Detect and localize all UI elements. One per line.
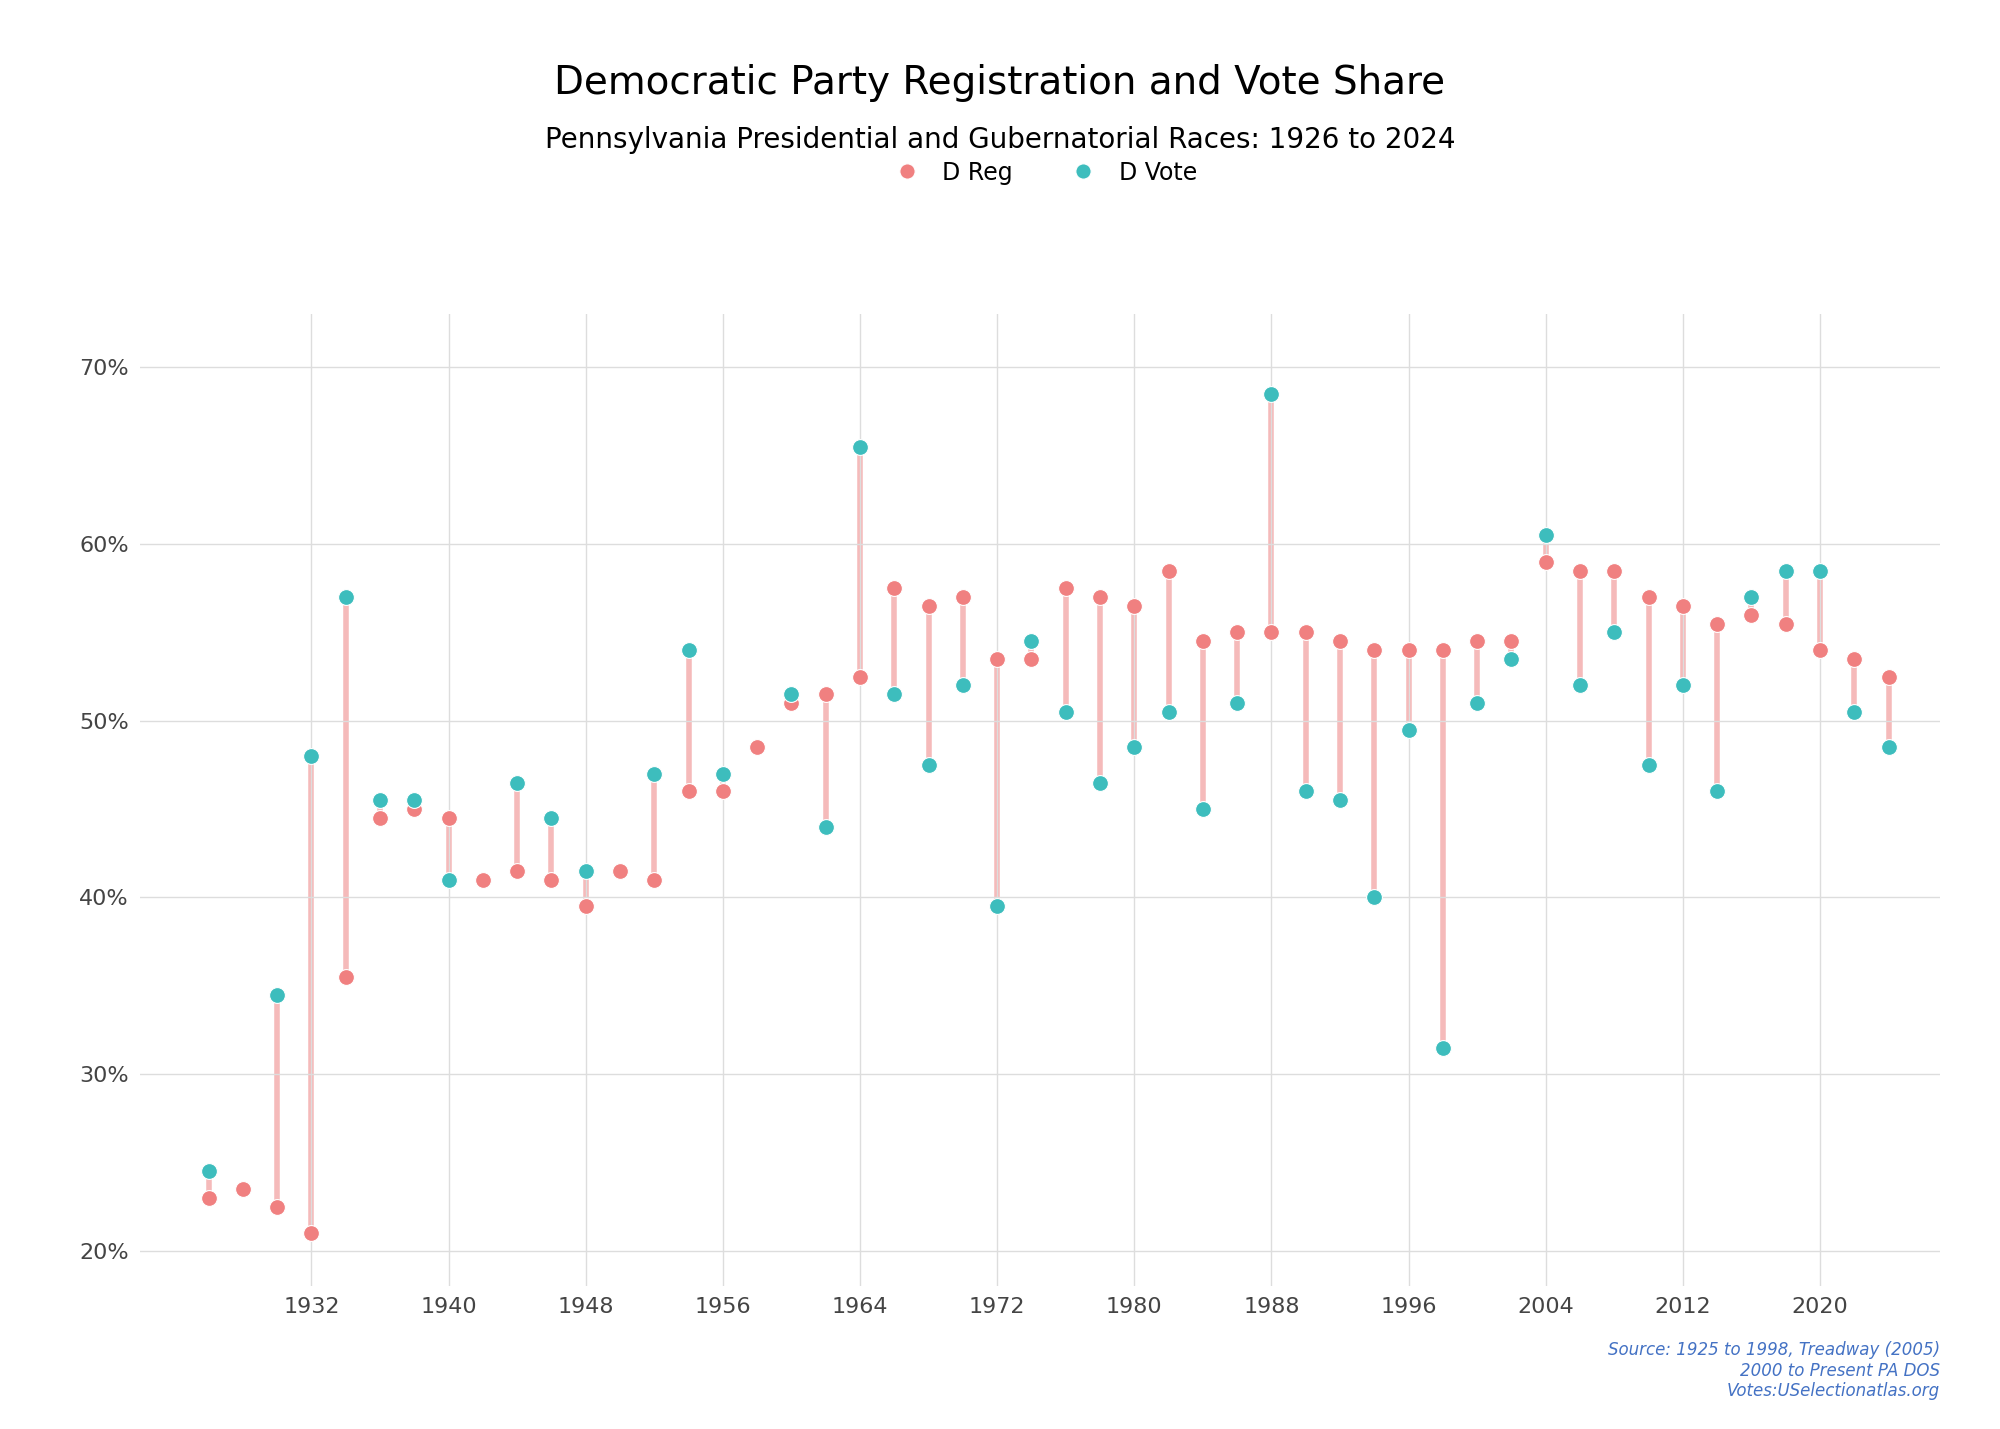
Point xyxy=(1564,559,1596,582)
Point xyxy=(672,780,704,803)
Point xyxy=(1702,780,1734,803)
Point xyxy=(742,736,774,759)
Point xyxy=(946,674,978,697)
Point xyxy=(1186,630,1218,653)
Point xyxy=(1358,639,1390,662)
Point xyxy=(1838,700,1870,723)
Point xyxy=(878,577,910,600)
Text: Source: 1925 to 1998, Treadway (2005)
2000 to Present PA DOS
Votes:USelectionatl: Source: 1925 to 1998, Treadway (2005) 20… xyxy=(1608,1340,1940,1400)
Point xyxy=(706,762,738,785)
Point xyxy=(1324,789,1356,812)
Point xyxy=(192,1160,224,1183)
Point xyxy=(1256,383,1288,406)
Point xyxy=(912,753,944,776)
Point xyxy=(432,806,464,829)
Point xyxy=(1222,692,1254,714)
Point xyxy=(1256,622,1288,644)
Point xyxy=(844,664,876,687)
Point xyxy=(638,869,670,892)
Point xyxy=(1598,622,1630,644)
Point xyxy=(570,895,602,917)
Point xyxy=(1118,594,1150,617)
Point xyxy=(1496,630,1528,653)
Point xyxy=(536,869,568,892)
Point xyxy=(296,745,328,767)
Point xyxy=(1872,736,1904,759)
Point xyxy=(638,762,670,785)
Point xyxy=(570,859,602,882)
Point xyxy=(296,1222,328,1245)
Point xyxy=(706,780,738,803)
Point xyxy=(1290,622,1322,644)
Point xyxy=(1462,630,1494,653)
Point xyxy=(1152,559,1184,582)
Point xyxy=(1392,719,1424,742)
Point xyxy=(1838,647,1870,670)
Point xyxy=(1050,577,1082,600)
Point xyxy=(1222,622,1254,644)
Point xyxy=(1084,586,1116,609)
Point xyxy=(262,983,294,1006)
Point xyxy=(398,797,430,820)
Text: Democratic Party Registration and Vote Share: Democratic Party Registration and Vote S… xyxy=(554,64,1446,103)
Point xyxy=(1804,639,1836,662)
Point xyxy=(1324,630,1356,653)
Point xyxy=(1872,664,1904,687)
Point xyxy=(1598,559,1630,582)
Point xyxy=(1530,524,1562,547)
Point xyxy=(1084,772,1116,795)
Point xyxy=(1152,700,1184,723)
Point xyxy=(1564,674,1596,697)
Point xyxy=(1186,797,1218,820)
Point xyxy=(432,869,464,892)
Point xyxy=(844,436,876,459)
Point xyxy=(1666,674,1698,697)
Point xyxy=(1666,594,1698,617)
Point xyxy=(364,789,396,812)
Point xyxy=(330,586,362,609)
Point xyxy=(502,859,534,882)
Point xyxy=(1496,647,1528,670)
Point xyxy=(1290,780,1322,803)
Point xyxy=(1804,559,1836,582)
Point xyxy=(1426,1036,1458,1059)
Point xyxy=(982,647,1014,670)
Point xyxy=(1358,886,1390,909)
Point xyxy=(1736,603,1768,626)
Point xyxy=(262,1195,294,1218)
Point xyxy=(776,692,808,714)
Point xyxy=(1462,692,1494,714)
Point xyxy=(1016,647,1048,670)
Point xyxy=(1426,639,1458,662)
Text: Pennsylvania Presidential and Gubernatorial Races: 1926 to 2024: Pennsylvania Presidential and Gubernator… xyxy=(544,126,1456,154)
Point xyxy=(1392,639,1424,662)
Point xyxy=(604,859,636,882)
Point xyxy=(1632,586,1664,609)
Point xyxy=(1702,612,1734,634)
Legend: D Reg, D Vote: D Reg, D Vote xyxy=(874,151,1206,194)
Point xyxy=(398,789,430,812)
Point xyxy=(1770,612,1802,634)
Point xyxy=(982,895,1014,917)
Point xyxy=(878,683,910,706)
Point xyxy=(1632,753,1664,776)
Point xyxy=(502,772,534,795)
Point xyxy=(330,966,362,989)
Point xyxy=(536,806,568,829)
Point xyxy=(1016,630,1048,653)
Point xyxy=(1770,559,1802,582)
Point xyxy=(364,806,396,829)
Point xyxy=(226,1177,258,1200)
Point xyxy=(1530,550,1562,573)
Point xyxy=(466,869,498,892)
Point xyxy=(912,594,944,617)
Point xyxy=(672,639,704,662)
Point xyxy=(776,683,808,706)
Point xyxy=(810,683,842,706)
Point xyxy=(1736,586,1768,609)
Point xyxy=(1050,700,1082,723)
Point xyxy=(192,1186,224,1209)
Point xyxy=(946,586,978,609)
Point xyxy=(810,816,842,839)
Point xyxy=(1118,736,1150,759)
